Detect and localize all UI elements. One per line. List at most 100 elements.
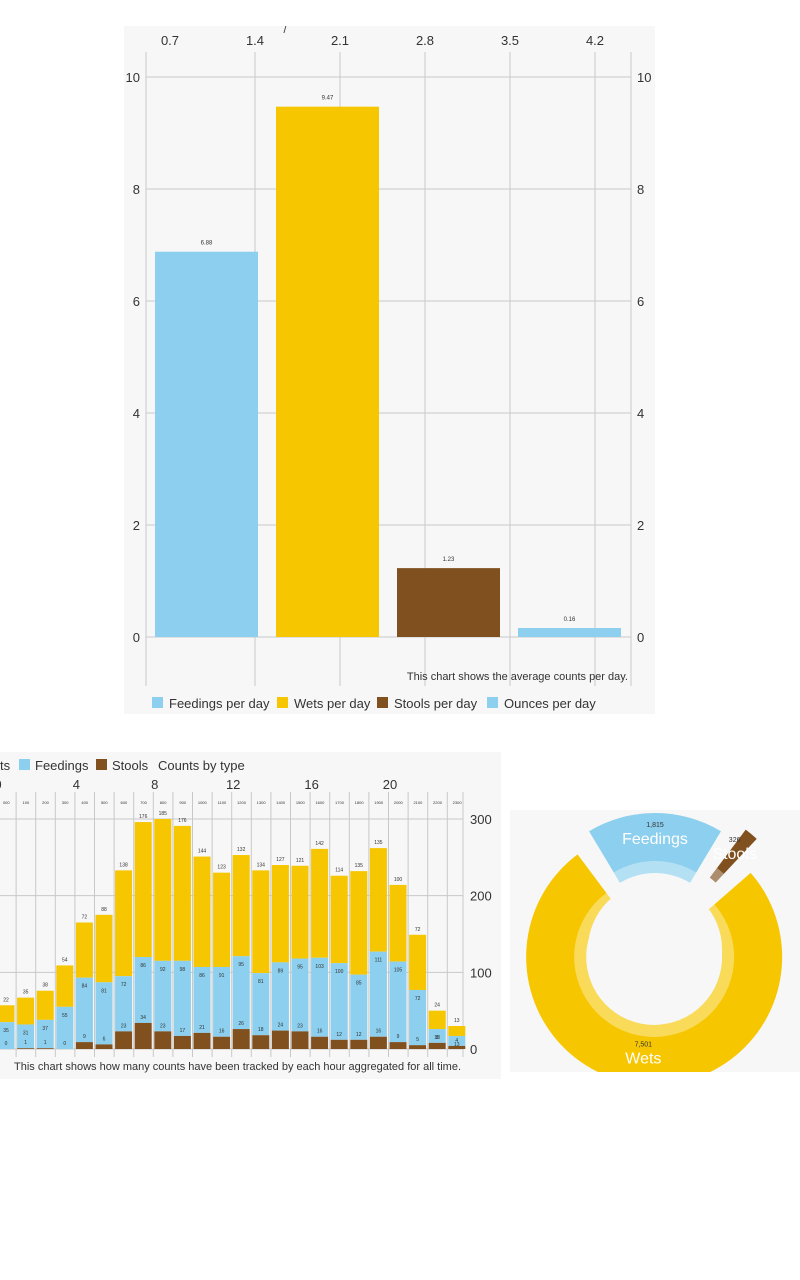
counts-by-type-donut-panel: 1,815 Feedings 326 Stools 7,501 Wets: [510, 810, 800, 1072]
bar-segment-stools: [173, 1035, 191, 1049]
bar-total-label: 22: [3, 997, 9, 1003]
bar-feedings-label: 100: [335, 969, 344, 975]
bar-segment-feedings: [213, 966, 231, 1037]
top-axis-tick-label: 4.2: [586, 33, 604, 48]
bar-segment-wets: [36, 990, 54, 1020]
hour-label: 1100: [218, 800, 227, 805]
bar-segment-feedings: [134, 957, 152, 1023]
bar-segment-feedings: [95, 982, 113, 1045]
bar-segment-feedings: [389, 961, 407, 1043]
bar-stools-label: 1: [24, 1040, 27, 1046]
hour-label: 200: [42, 800, 49, 805]
top-axis-tick-label: 16: [304, 777, 318, 792]
donut-slice-highlight: [709, 868, 724, 883]
bar-feedings-label: 81: [101, 988, 107, 994]
bar-segment-stools: [369, 1036, 387, 1049]
hour-label: 300: [62, 800, 69, 805]
hour-label: 700: [140, 800, 147, 805]
bar-stools-label: 23: [121, 1023, 127, 1029]
bar-segment-stools: [389, 1042, 407, 1049]
bar-segment-feedings: [154, 960, 172, 1032]
y-tick-label-left: 6: [133, 294, 140, 309]
donut-slice-highlight: [613, 861, 697, 883]
bar-feedings-label: 103: [315, 964, 324, 970]
legend-swatch-wets: [277, 697, 288, 708]
bar-segment-stools: [291, 1031, 309, 1049]
slice-value-label: 326: [729, 837, 741, 844]
bar-stools-label: 16: [376, 1029, 382, 1035]
average-counts-chart: 0 0 2 2 4 4 6 6 8 8 10 10 0.7 1.4 2.1 2.8 3.5 4.2 / 6.88 9.4…: [126, 26, 652, 711]
bar-segment-stools: [75, 1042, 93, 1049]
y-tick-label: 100: [470, 965, 492, 980]
bar-stools-label: 17: [180, 1028, 186, 1034]
y-tick-label-left: 10: [126, 70, 140, 85]
bar-total-label: 72: [415, 927, 421, 933]
donut-slice-stools: [709, 829, 757, 883]
bar-feedings-label: 81: [258, 979, 264, 985]
bar-feedings: [155, 251, 258, 637]
top-axis-tick-label: 0.7: [161, 33, 179, 48]
bar-segment-feedings: [291, 958, 309, 1032]
bar-wets: [276, 106, 379, 638]
bar-segment-wets: [173, 825, 191, 961]
bar-segment-stools: [252, 1035, 270, 1049]
bar-value-label: 0.16: [564, 617, 576, 623]
y-tick-label-right: 4: [637, 406, 644, 421]
bar-segment-wets: [115, 870, 133, 977]
bar-feedings-label: 37: [42, 1026, 48, 1032]
bar-segment-wets: [232, 855, 250, 957]
bar-segment-wets: [369, 848, 387, 952]
bar-stools-label: 6: [103, 1036, 106, 1042]
y-tick-label-right: 10: [637, 70, 651, 85]
bar-stools: [397, 568, 500, 637]
top-axis-tick-label: 2.1: [331, 33, 349, 48]
hour-label: 1300: [257, 800, 267, 805]
hour-label: 1600: [315, 800, 325, 805]
bar-stools-label: 9: [83, 1034, 86, 1040]
hour-label: 2200: [433, 800, 443, 805]
bar-segment-stools: [36, 1048, 54, 1049]
y-tick-label-left: 2: [133, 518, 140, 533]
bar-total-label: 114: [335, 868, 343, 874]
hour-label: 600: [121, 800, 128, 805]
bar-segment-feedings: [56, 1006, 74, 1049]
bar-segment-stools: [134, 1022, 152, 1049]
bar-total-label: 134: [257, 862, 266, 868]
bar-feedings-label: 85: [356, 981, 362, 987]
bar-segment-feedings: [193, 966, 211, 1033]
bar-feedings-label: 95: [238, 962, 244, 968]
hour-label: 1500: [296, 800, 306, 805]
bar-segment-wets: [389, 884, 407, 962]
bar-segment-stools: [193, 1032, 211, 1049]
hour-label: 400: [81, 800, 88, 805]
bar-total-label: 176: [139, 814, 148, 820]
bar-feedings-label: 55: [62, 1013, 68, 1019]
bar-feedings-label: 86: [140, 963, 146, 969]
bar-segment-feedings: [232, 956, 250, 1030]
y-tick-label-left: 0: [133, 630, 140, 645]
bar-total-label: 38: [42, 983, 48, 989]
bar-segment-wets: [75, 922, 93, 978]
bar-stools-label: 0: [5, 1041, 8, 1047]
slice-name-label: Wets: [625, 1050, 661, 1067]
hour-label: 1400: [276, 800, 286, 805]
y-tick-label: 200: [470, 889, 492, 904]
top-axis-tick-label: 4: [73, 777, 80, 792]
hour-label: 2300: [453, 800, 463, 805]
bar-segment-wets: [330, 875, 348, 964]
legend-label: ts: [0, 758, 11, 773]
bar-stools-label: 18: [258, 1027, 264, 1033]
bar-segment-feedings: [0, 1022, 15, 1049]
bar-total-label: 121: [296, 858, 305, 864]
bar-segment-feedings: [17, 1024, 35, 1049]
bar-segment-stools: [154, 1031, 172, 1049]
bar-feedings-label: 92: [160, 967, 166, 973]
chart-title: Counts by type: [158, 758, 245, 773]
donut-slice-feedings: [589, 813, 721, 883]
bar-segment-wets: [56, 965, 74, 1007]
bar-stools-label: 12: [356, 1032, 362, 1038]
bar-feedings-label: 72: [415, 996, 421, 1002]
bar-segment-stools: [271, 1030, 289, 1049]
bar-total-label: 132: [237, 847, 246, 853]
bar-segment-wets: [428, 1010, 446, 1030]
